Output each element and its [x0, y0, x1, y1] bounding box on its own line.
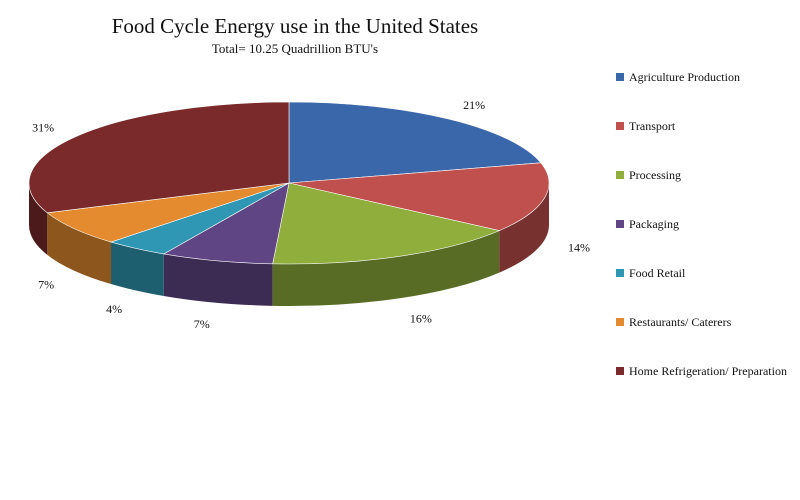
pie-labels: 21% 14% 16% 7% 4% 7% 31%	[32, 98, 590, 331]
pie-slice-home-refrigeration-preparation	[28, 101, 290, 214]
pie-slice-processing	[272, 182, 501, 265]
legend-swatch	[616, 269, 624, 277]
legend-swatch	[616, 171, 624, 179]
pie-tops	[28, 101, 550, 265]
data-label-processing: 16%	[410, 312, 432, 326]
data-label-restaurants-caterers: 7%	[38, 278, 54, 292]
pie-side-processing	[272, 230, 500, 306]
pie-slice-agriculture-production	[288, 101, 542, 184]
legend-swatch	[616, 73, 624, 81]
data-label-packaging: 7%	[194, 317, 210, 331]
pie-side-food-retail	[111, 242, 164, 296]
legend-label: Agriculture Production	[629, 70, 740, 84]
pie-side-home-refrigeration-preparation	[29, 183, 48, 255]
legend-label: Home Refrigeration/ Preparation	[629, 364, 787, 378]
data-label-agriculture-production: 21%	[463, 98, 485, 112]
legend-swatch	[616, 122, 624, 130]
chart-subtitle: Total= 10.25 Quadrillion BTU's	[211, 41, 379, 56]
legend-swatch	[616, 318, 624, 326]
legend-label: Packaging	[629, 217, 679, 231]
pie-sides	[29, 183, 549, 306]
legend-swatch	[616, 220, 624, 228]
legend-label: Processing	[629, 168, 681, 182]
chart-title: Food Cycle Energy use in the United Stat…	[111, 14, 479, 38]
legend-swatch	[616, 367, 624, 375]
legend-label: Transport	[629, 119, 676, 133]
pie-side-transport	[499, 183, 549, 273]
pie-slice-packaging	[162, 182, 290, 265]
pie-side-restaurants-caterers	[47, 212, 112, 285]
pie-slice-restaurants-caterers	[46, 182, 290, 243]
legend-label: Restaurants/ Caterers	[629, 315, 732, 329]
pie-side-packaging	[163, 253, 273, 306]
data-label-transport: 14%	[568, 241, 590, 255]
legend-label: Food Retail	[629, 266, 686, 280]
data-label-food-retail: 4%	[106, 302, 122, 316]
pie-slice-transport	[288, 162, 550, 231]
data-label-home-refrigeration-preparation: 31%	[32, 120, 54, 134]
